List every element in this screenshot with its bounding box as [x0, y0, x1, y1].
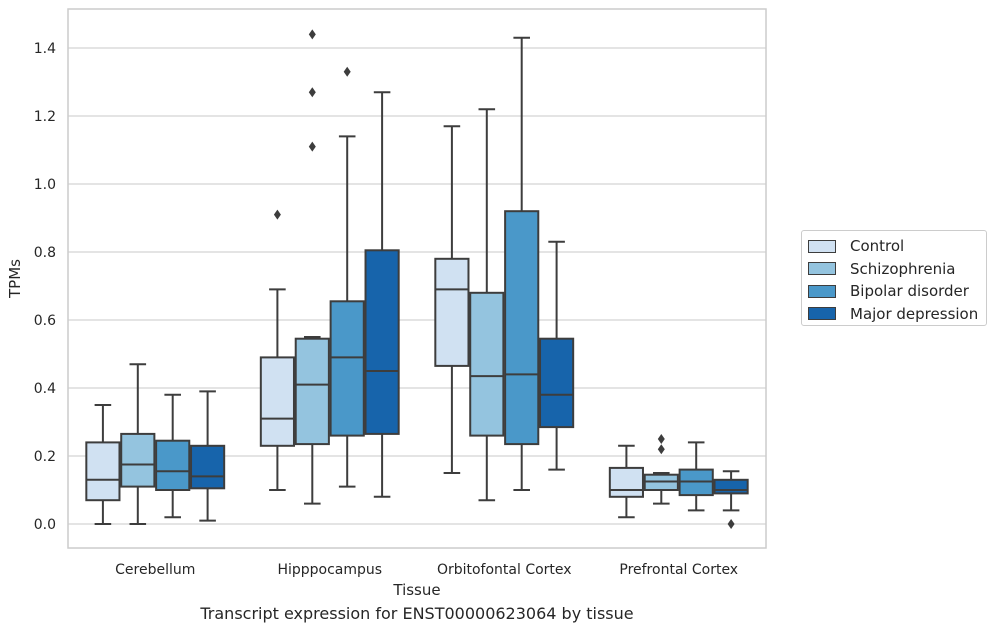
box-major-depression-hipppocampus-iqr	[364, 249, 400, 435]
box-bipolar-disorder-orbitofontal-cortex-iqr	[504, 210, 540, 446]
box-control-hipppocampus-iqr	[259, 356, 295, 447]
series-bipolar-disorder	[155, 36, 714, 519]
legend-label-schizophrenia: Schizophrenia	[850, 259, 956, 278]
legend-label-bipolar-disorder: Bipolar disorder	[850, 282, 969, 301]
box-schizophrenia-hipppocampus-outlier-2	[308, 29, 316, 40]
x-tick-label-prefrontal-cortex: Prefrontal Cortex	[619, 562, 738, 578]
legend-swatch-schizophrenia	[808, 262, 836, 276]
y-tick-label-1-2: 1.2	[34, 109, 56, 125]
box-schizophrenia-orbitofontal-cortex-iqr	[469, 291, 505, 437]
legend: Control Schizophrenia Bipolar disorder M…	[801, 230, 987, 326]
box-schizophrenia-hipppocampus-outlier-0	[308, 141, 316, 152]
legend-item-bipolar-disorder: Bipolar disorder	[808, 280, 986, 303]
x-axis-label: Tissue	[392, 581, 440, 599]
box-bipolar-disorder-cerebellum-iqr	[155, 439, 191, 492]
box-major-depression-prefrontal-cortex-iqr	[713, 478, 749, 495]
legend-item-major-depression: Major depression	[808, 303, 986, 326]
box-schizophrenia-hipppocampus-outlier-1	[308, 87, 316, 98]
legend-swatch-control	[808, 239, 836, 253]
box-major-depression-orbitofontal-cortex-iqr	[539, 337, 575, 429]
y-tick-label-1-0: 1.0	[34, 177, 56, 193]
box-bipolar-disorder-hipppocampus-outlier-0	[343, 66, 351, 77]
box-major-depression-cerebellum-iqr	[190, 444, 226, 490]
y-axis-label: TPMs	[6, 259, 24, 299]
y-tick-label-0-2: 0.2	[34, 449, 56, 465]
x-tick-label-hipppocampus: Hipppocampus	[277, 562, 382, 578]
y-tick-label-0-6: 0.6	[34, 313, 56, 329]
y-tick-label-1-4: 1.4	[34, 41, 56, 57]
legend-label-control: Control	[850, 237, 905, 256]
box-series	[85, 29, 749, 529]
y-tick-label-0-0: 0.0	[34, 517, 56, 533]
box-major-depression-prefrontal-cortex-outlier-0	[727, 519, 735, 529]
y-tick-label-0-8: 0.8	[34, 245, 56, 261]
plot-area-frame	[67, 8, 767, 549]
box-schizophrenia-hipppocampus-iqr	[294, 337, 330, 446]
box-control-hipppocampus-outlier-0	[273, 209, 281, 220]
y-tick-label-0-4: 0.4	[34, 381, 56, 397]
series-major-depression	[190, 91, 749, 529]
x-tick-label-cerebellum: Cerebellum	[115, 562, 195, 578]
box-schizophrenia-prefrontal-cortex-outlier-0	[657, 444, 665, 455]
legend-swatch-major-depression	[808, 307, 836, 321]
x-tick-label-orbitofontal-cortex: Orbitofontal Cortex	[437, 562, 572, 578]
legend-label-major-depression: Major depression	[850, 304, 979, 323]
box-control-orbitofontal-cortex-iqr	[434, 257, 470, 367]
series-control	[85, 125, 644, 525]
box-control-prefrontal-cortex-iqr	[608, 466, 644, 498]
series-schizophrenia	[120, 29, 679, 525]
legend-item-schizophrenia: Schizophrenia	[808, 258, 986, 281]
box-schizophrenia-cerebellum-iqr	[120, 432, 156, 488]
legend-item-control: Control	[808, 235, 986, 258]
box-bipolar-disorder-hipppocampus-iqr	[329, 300, 365, 437]
box-control-cerebellum-iqr	[85, 441, 121, 502]
y-tick-labels: 0.0 0.2 0.4 0.6 0.8 1.0 1.2 1.4	[34, 41, 56, 533]
x-tick-labels: Cerebellum Hipppocampus Orbitofontal Corte…	[115, 562, 738, 578]
figure-caption: Transcript expression for ENST0000062306…	[200, 604, 634, 623]
box-schizophrenia-prefrontal-cortex-outlier-1	[657, 434, 665, 444]
legend-swatch-bipolar-disorder	[808, 284, 836, 298]
